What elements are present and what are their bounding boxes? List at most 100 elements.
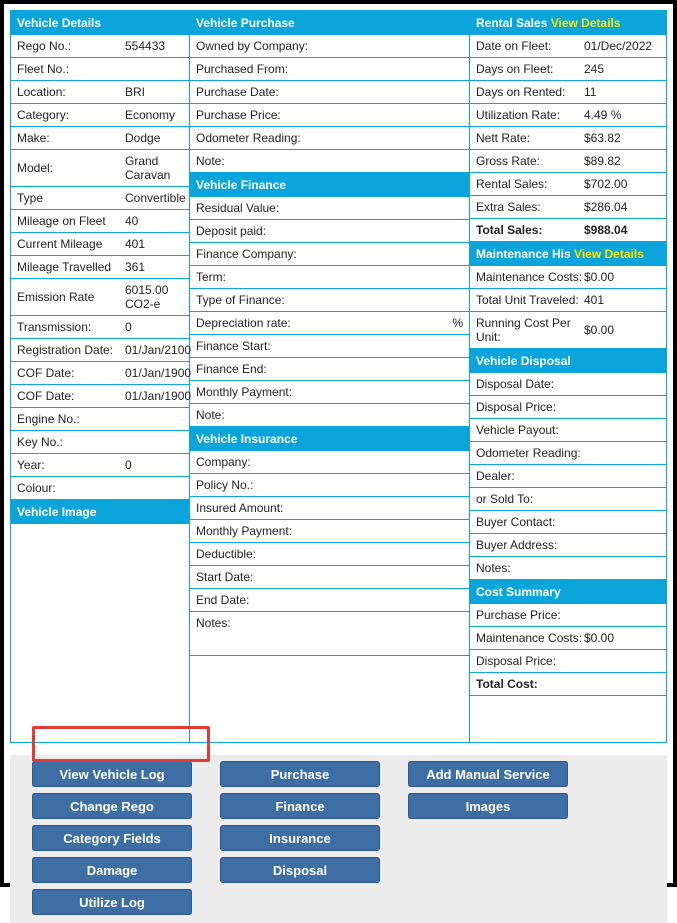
field-label: Year: — [17, 458, 125, 472]
field-row: Year:0 — [11, 454, 189, 477]
rental-sales-header: Rental Sales View Details — [470, 11, 666, 35]
field-row: Vehicle Payout: — [470, 419, 666, 442]
field-label: Total Sales: — [476, 223, 584, 237]
category-fields-button[interactable]: Category Fields — [32, 825, 192, 851]
field-label: COF Date: — [17, 389, 125, 403]
field-row: Purchase Price: — [470, 604, 666, 627]
field-label: Purchase Price: — [476, 608, 660, 622]
rental-sales-view-details-link[interactable]: View Details — [551, 16, 621, 30]
field-label: Nett Rate: — [476, 131, 584, 145]
purchase-button[interactable]: Purchase — [220, 761, 380, 787]
field-label: Rego No.: — [17, 39, 125, 53]
field-row: Deductible: — [190, 543, 469, 566]
field-row: Mileage Travelled361 — [11, 256, 189, 279]
field-row: Owned by Company: — [190, 35, 469, 58]
field-value: $0.00 — [584, 631, 660, 645]
field-label: Buyer Address: — [476, 538, 660, 552]
field-value: 4.49 % — [584, 108, 660, 122]
field-row: Engine No.: — [11, 408, 189, 431]
field-label: Model: — [17, 161, 125, 175]
field-label: Key No.: — [17, 435, 125, 449]
field-label: Mileage Travelled — [17, 260, 125, 274]
field-row: Term: — [190, 266, 469, 289]
field-label: Rental Sales: — [476, 177, 584, 191]
disposal-button[interactable]: Disposal — [220, 857, 380, 883]
field-row: Location:BRI — [11, 81, 189, 104]
field-row: Colour: — [11, 477, 189, 500]
field-value: 0 — [125, 458, 183, 472]
field-row: Current Mileage401 — [11, 233, 189, 256]
field-row: Type of Finance: — [190, 289, 469, 312]
button-column-1: View Vehicle Log Change Rego Category Fiel… — [32, 761, 192, 915]
field-row: Emission Rate6015.00 CO2-e — [11, 279, 189, 316]
field-label: Monthly Payment: — [196, 385, 463, 399]
images-button[interactable]: Images — [408, 793, 568, 819]
field-label: Buyer Contact: — [476, 515, 660, 529]
insurance-button[interactable]: Insurance — [220, 825, 380, 851]
field-value: 01/Jan/2100 — [125, 343, 191, 357]
field-row: Residual Value: — [190, 197, 469, 220]
field-row: Dealer: — [470, 465, 666, 488]
vehicle-finance-rows: Residual Value:Deposit paid:Finance Comp… — [190, 197, 469, 427]
right-panel: Rental Sales View Details Date on Fleet:… — [469, 10, 667, 743]
field-row: COF Date:01/Jan/1900 — [11, 385, 189, 408]
maintenance-his-view-details-link[interactable]: View Details — [574, 247, 644, 261]
field-label: Finance Company: — [196, 247, 463, 261]
field-label: Colour: — [17, 481, 125, 495]
field-value: BRI — [125, 85, 183, 99]
add-manual-service-button[interactable]: Add Manual Service — [408, 761, 568, 787]
field-row: Key No.: — [11, 431, 189, 454]
middle-panel: Vehicle Purchase Owned by Company:Purcha… — [190, 10, 469, 743]
field-row: Notes: — [470, 557, 666, 580]
vehicle-detail-frame: Vehicle Details Rego No.:554433Fleet No.… — [0, 0, 677, 887]
maintenance-his-title: Maintenance His — [476, 247, 571, 261]
field-label: Residual Value: — [196, 201, 463, 215]
field-row: Total Sales:$988.04 — [470, 219, 666, 242]
field-label: Finance Start: — [196, 339, 463, 353]
field-row: Total Unit Traveled:401 — [470, 289, 666, 312]
field-value: 401 — [125, 237, 183, 251]
field-row: Disposal Date: — [470, 373, 666, 396]
field-label: Note: — [196, 154, 463, 168]
change-rego-button[interactable]: Change Rego — [32, 793, 192, 819]
field-label: Location: — [17, 85, 125, 99]
field-label: Engine No.: — [17, 412, 125, 426]
field-row: Disposal Price: — [470, 396, 666, 419]
field-label: Notes: — [476, 561, 660, 575]
field-row: Model:Grand Caravan — [11, 150, 189, 187]
field-label: Days on Fleet: — [476, 62, 584, 76]
utilize-log-button[interactable]: Utilize Log — [32, 889, 192, 915]
field-label: Deductible: — [196, 547, 463, 561]
vehicle-disposal-rows: Disposal Date:Disposal Price:Vehicle Pay… — [470, 373, 666, 580]
field-row: Depreciation rate:% — [190, 312, 469, 335]
field-row: Purchased From: — [190, 58, 469, 81]
field-value: $89.82 — [584, 154, 660, 168]
field-row: Days on Fleet:245 — [470, 58, 666, 81]
view-vehicle-log-button[interactable]: View Vehicle Log — [32, 761, 192, 787]
vehicle-image-box — [11, 524, 189, 742]
field-label: Finance End: — [196, 362, 463, 376]
field-row: Purchase Date: — [190, 81, 469, 104]
field-label: Running Cost Per Unit: — [476, 316, 584, 344]
field-row: COF Date:01/Jan/1900 — [11, 362, 189, 385]
field-row: Gross Rate:$89.82 — [470, 150, 666, 173]
field-row: Finance Start: — [190, 335, 469, 358]
vehicle-insurance-rows: Company:Policy No.:Insured Amount:Monthl… — [190, 451, 469, 656]
finance-button[interactable]: Finance — [220, 793, 380, 819]
field-label: Dealer: — [476, 469, 660, 483]
field-label: Category: — [17, 108, 125, 122]
field-label: Odometer Reading: — [476, 446, 660, 460]
field-row: Note: — [190, 150, 469, 173]
field-label: Utilization Rate: — [476, 108, 584, 122]
vehicle-finance-header: Vehicle Finance — [190, 173, 469, 197]
field-label: Emission Rate — [17, 290, 125, 304]
field-value: 554433 — [125, 39, 183, 53]
spacer — [470, 696, 666, 728]
field-label: Policy No.: — [196, 478, 463, 492]
maintenance-his-header: Maintenance His View Details — [470, 242, 666, 266]
vehicle-details-header: Vehicle Details — [11, 11, 189, 35]
damage-button[interactable]: Damage — [32, 857, 192, 883]
field-label: Gross Rate: — [476, 154, 584, 168]
field-row: Notes: — [190, 612, 469, 656]
field-row: Date on Fleet:01/Dec/2022 — [470, 35, 666, 58]
